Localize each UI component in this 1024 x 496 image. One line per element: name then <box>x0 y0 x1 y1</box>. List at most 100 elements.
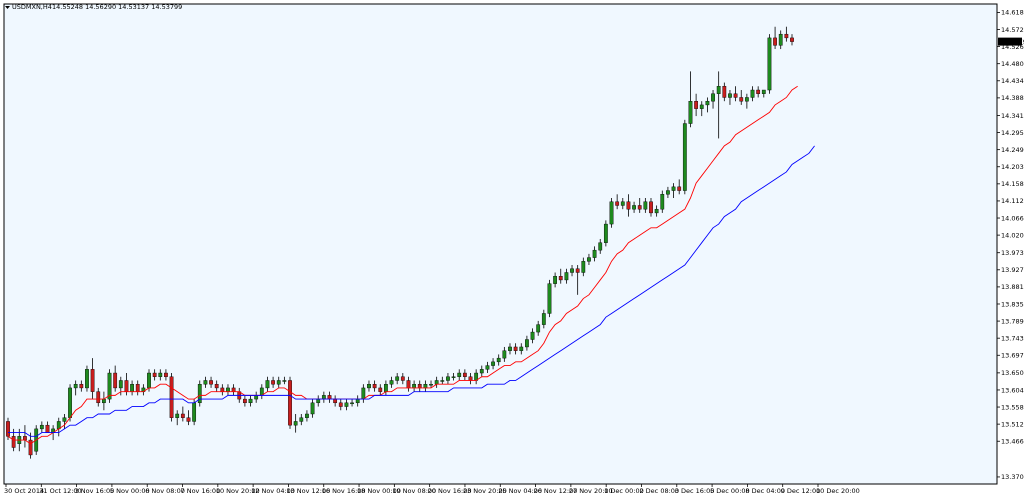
candle <box>728 90 732 105</box>
candle-body <box>164 372 168 377</box>
candle-body <box>85 369 89 389</box>
candle <box>525 335 529 351</box>
time-tick-label: 20 Nov 16:00 <box>428 487 472 495</box>
candle <box>440 376 445 385</box>
candle <box>338 399 343 411</box>
candle <box>643 198 648 213</box>
price-tick-label: 13.51275 <box>1001 420 1024 428</box>
candle-body <box>310 402 315 415</box>
time-tick-label: 12 Nov 04:00 <box>251 487 295 495</box>
candle-body <box>525 339 529 348</box>
candle-body <box>547 283 552 314</box>
candle-body <box>158 372 163 377</box>
candle-body <box>62 417 67 422</box>
candle <box>242 395 247 407</box>
time-tick-label: 5 Dec 00:00 <box>710 487 750 495</box>
candle <box>739 90 744 105</box>
candle <box>733 86 738 102</box>
candle-body <box>79 384 84 389</box>
candle-body <box>118 380 123 389</box>
time-tick-label: 30 Oct 2014 <box>4 487 44 495</box>
time-tick-label: 3 Dec 16:00 <box>675 487 715 495</box>
symbol-label: USDMXN,H4 <box>12 3 52 11</box>
candle-body <box>750 89 755 98</box>
candle-body <box>220 387 225 392</box>
candle-body <box>519 346 524 351</box>
candle <box>491 358 495 370</box>
candle-body <box>209 380 213 385</box>
candle-body <box>265 380 270 389</box>
candle <box>400 373 405 385</box>
candle-body <box>169 376 174 418</box>
candle-body <box>479 369 484 374</box>
candle <box>479 365 484 377</box>
current-price-value: 14.53799 <box>1000 38 1024 46</box>
candle <box>180 406 185 422</box>
price-tick-label: 14.29575 <box>1001 129 1024 137</box>
candle-body <box>96 391 101 404</box>
candle-body <box>790 37 794 42</box>
candle-body <box>192 402 197 422</box>
candle <box>694 93 699 117</box>
candle <box>750 86 755 102</box>
candle <box>276 376 281 388</box>
candle <box>587 253 591 266</box>
candle-body <box>485 365 490 370</box>
candle-body <box>705 100 710 106</box>
candle <box>90 358 95 400</box>
price-tick-label: 14.52660 <box>1001 43 1024 51</box>
candle-body <box>412 384 416 389</box>
candle <box>536 320 541 336</box>
candle-body <box>603 223 608 243</box>
candle-body <box>711 93 715 102</box>
candle <box>620 198 625 210</box>
candle <box>485 361 490 374</box>
candle-body <box>186 417 191 422</box>
price-tick-label: 14.57250 <box>1001 26 1024 34</box>
candle <box>541 309 546 329</box>
candle <box>457 369 462 381</box>
candle <box>654 205 659 217</box>
price-tick-label: 13.46685 <box>1001 438 1024 446</box>
price-tick-label: 14.06625 <box>1001 214 1024 222</box>
candle <box>773 26 777 50</box>
candle-body <box>367 384 371 389</box>
candle-body <box>598 242 603 251</box>
candle-body <box>231 387 236 392</box>
time-tick-label: 2 Dec 08:00 <box>639 487 679 495</box>
time-tick-label: 26 Nov 12:00 <box>534 487 578 495</box>
candle-body <box>254 395 259 400</box>
candle-body <box>587 257 591 262</box>
candle <box>118 376 123 396</box>
candle <box>744 93 749 109</box>
candle <box>592 246 597 262</box>
price-tick-label: 13.97310 <box>1001 249 1024 257</box>
ohlc-readout: 14.55248 14.56290 14.53137 14.53799 <box>52 3 182 11</box>
candle <box>288 376 292 429</box>
candle <box>581 257 586 277</box>
candle-body <box>643 201 648 210</box>
candle <box>73 380 78 396</box>
candle-body <box>152 372 157 377</box>
candle-body <box>130 384 134 392</box>
candle <box>282 376 287 385</box>
candle <box>666 186 670 199</box>
candle-body <box>491 361 495 366</box>
dropdown-triangle-icon[interactable] <box>5 6 10 9</box>
candle-body <box>513 346 518 351</box>
candle <box>784 26 789 42</box>
candle-body <box>451 376 456 378</box>
candle-body <box>226 387 230 392</box>
time-tick-label: 5 Nov 00:00 <box>110 487 150 495</box>
plot-background <box>4 4 997 484</box>
time-tick-label: 3 Nov 16:00 <box>75 487 115 495</box>
candle <box>96 387 101 407</box>
candle <box>547 279 552 318</box>
candle-body <box>756 89 761 94</box>
candle-body <box>733 93 738 98</box>
candle <box>293 413 298 433</box>
price-tick-label: 13.60455 <box>1001 386 1024 394</box>
candle <box>682 119 687 195</box>
